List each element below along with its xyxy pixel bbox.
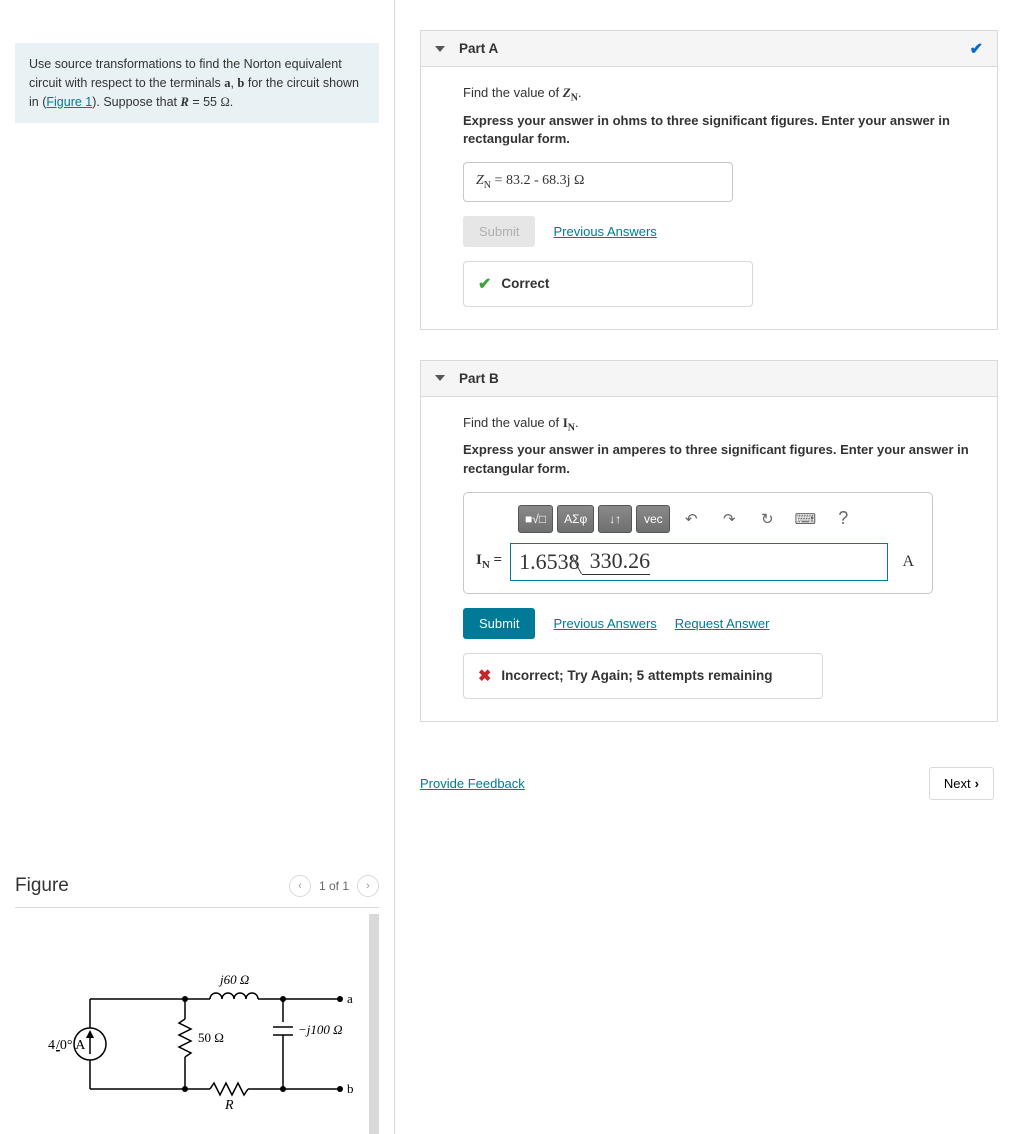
svg-text:50 Ω: 50 Ω <box>198 1030 224 1045</box>
equation-toolbar: ■√□ ΑΣφ ↓↑ vec ↶ ↷ ↻ ⌨ ? <box>476 505 920 533</box>
part-a-feedback-text: Correct <box>501 276 549 291</box>
eq-angle: 330.26 <box>582 548 651 575</box>
part-b-instructions: Express your answer in amperes to three … <box>463 441 973 477</box>
figure-title: Figure <box>15 875 69 897</box>
chevron-right-icon: › <box>975 776 979 791</box>
svg-text:j60 Ω: j60 Ω <box>218 972 249 987</box>
part-a-title: Part A <box>459 41 498 56</box>
part-a-previous-answers-link[interactable]: Previous Answers <box>553 224 656 239</box>
keyboard-tool[interactable]: ⌨ <box>788 505 822 533</box>
svg-text:a: a <box>347 991 353 1006</box>
svg-text:−j100 Ω: −j100 Ω <box>298 1022 343 1037</box>
part-b-header[interactable]: Part B <box>420 360 998 397</box>
pager-prev[interactable]: ‹ <box>289 875 311 897</box>
svg-text:b: b <box>347 1081 354 1096</box>
pager-label: 1 of 1 <box>319 879 349 893</box>
help-tool[interactable]: ? <box>826 505 860 533</box>
svg-text:R: R <box>224 1098 234 1113</box>
equation-input[interactable]: 1.6538330.26 <box>510 543 888 581</box>
eq-variable: IN = <box>476 552 502 571</box>
undo-tool[interactable]: ↶ <box>674 505 708 533</box>
eq-magnitude: 1.6538 <box>519 549 580 575</box>
request-answer-link[interactable]: Request Answer <box>675 616 770 631</box>
part-a-header[interactable]: Part A ✔ <box>420 30 998 67</box>
part-a-body: Find the value of ZN. Express your answe… <box>420 67 998 330</box>
scroll-up[interactable]: ▲ <box>369 914 379 926</box>
check-icon: ✔ <box>970 39 983 59</box>
eq-unit: A <box>896 553 920 571</box>
vec-tool[interactable]: vec <box>636 505 670 533</box>
template-tool[interactable]: ■√□ <box>518 505 553 533</box>
part-a-submit-button: Submit <box>463 216 535 247</box>
reset-tool[interactable]: ↻ <box>750 505 784 533</box>
equation-panel: ■√□ ΑΣφ ↓↑ vec ↶ ↷ ↻ ⌨ ? IN = 1.6538330.… <box>463 492 933 594</box>
part-b-feedback-text: Incorrect; Try Again; 5 attempts remaini… <box>501 668 772 683</box>
figure-panel: Figure ‹ 1 of 1 › ▲ <box>15 875 379 1134</box>
correct-icon: ✔ <box>478 274 491 294</box>
greek-tool[interactable]: ΑΣφ <box>557 505 594 533</box>
collapse-icon <box>435 375 445 381</box>
svg-text:4/0° A: 4/0° A <box>48 1038 86 1053</box>
incorrect-icon: ✖ <box>478 666 491 686</box>
redo-tool[interactable]: ↷ <box>712 505 746 533</box>
part-b-submit-button[interactable]: Submit <box>463 608 535 639</box>
part-b-feedback: ✖ Incorrect; Try Again; 5 attempts remai… <box>463 653 823 699</box>
part-a-instructions: Express your answer in ohms to three sig… <box>463 112 973 148</box>
part-a-feedback: ✔ Correct <box>463 261 753 307</box>
figure-canvas: ▲ <box>15 914 379 1134</box>
collapse-icon <box>435 46 445 52</box>
pager-next[interactable]: › <box>357 875 379 897</box>
figure-link[interactable]: Figure 1 <box>46 95 92 109</box>
part-b-body: Find the value of IN. Express your answe… <box>420 397 998 722</box>
part-b-prompt: Find the value of IN. <box>463 415 973 434</box>
next-button[interactable]: Next › <box>929 767 994 800</box>
circuit-svg: 4/0° A j60 Ω 50 Ω −j100 Ω R a b <box>15 914 370 1134</box>
part-b-title: Part B <box>459 371 499 386</box>
part-a-prompt: Find the value of ZN. <box>463 85 973 104</box>
figure-pager: ‹ 1 of 1 › <box>289 875 379 897</box>
arrows-tool[interactable]: ↓↑ <box>598 505 632 533</box>
part-b-previous-answers-link[interactable]: Previous Answers <box>553 616 656 631</box>
provide-feedback-link[interactable]: Provide Feedback <box>420 776 525 791</box>
part-a-answer: ZN = 83.2 - 68.3j Ω <box>463 162 733 202</box>
problem-intro: Use source transformations to find the N… <box>15 43 379 123</box>
